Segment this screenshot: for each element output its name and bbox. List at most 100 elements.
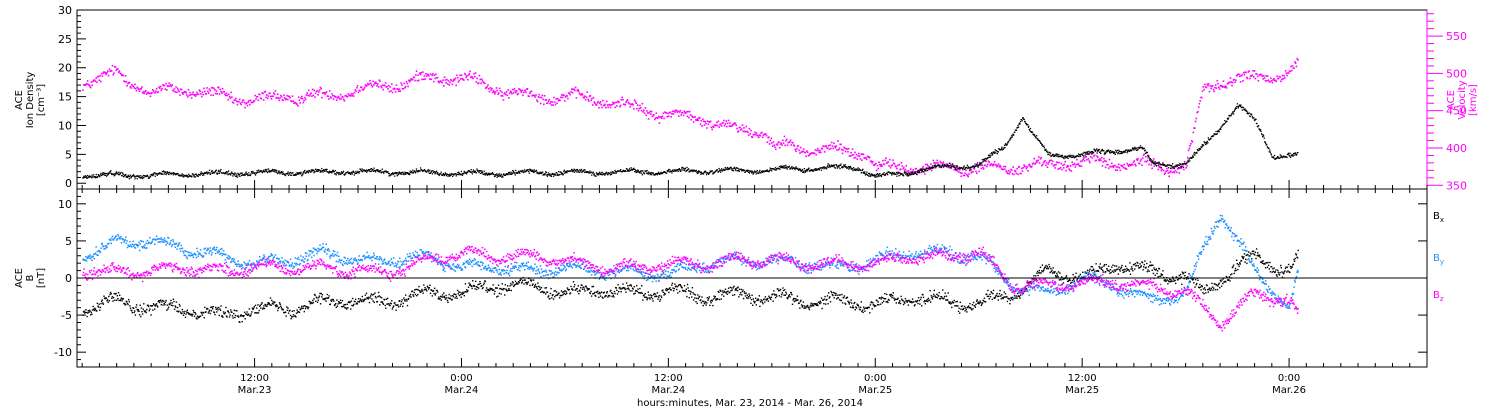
velocity-series-point	[968, 173, 970, 175]
bx-series-point	[261, 302, 263, 304]
density-series-point	[128, 178, 130, 180]
density-series-point	[535, 169, 538, 172]
velocity-series-point	[986, 165, 988, 168]
velocity-series-point	[589, 94, 592, 97]
bx-series-point	[178, 310, 180, 312]
density-series-point	[442, 173, 444, 175]
velocity-series-point	[889, 166, 892, 169]
bx-series-point	[475, 286, 477, 288]
velocity-series-point	[650, 113, 652, 115]
density-series-point	[299, 173, 301, 175]
velocity-series-point	[828, 148, 831, 151]
density-series-point	[529, 169, 531, 172]
velocity-series-point	[463, 72, 466, 75]
bx-series-point	[476, 288, 478, 291]
density-series-point	[136, 178, 138, 180]
velocity-series-point	[1018, 165, 1021, 168]
bx-series-point	[144, 310, 147, 312]
bx-series-point	[467, 286, 470, 288]
density-series-point	[1040, 142, 1042, 145]
density-series-point	[539, 171, 541, 173]
density-series-point	[244, 173, 246, 175]
velocity-series-point	[872, 160, 874, 163]
velocity-series-point	[1212, 88, 1215, 91]
velocity-series-point	[543, 103, 545, 106]
velocity-series-point	[341, 95, 343, 98]
velocity-series-point	[435, 73, 437, 76]
density-series-point	[1167, 167, 1170, 169]
density-series-point	[403, 173, 405, 176]
velocity-series-point	[479, 78, 481, 81]
bx-series-point	[110, 293, 112, 295]
density-series-point	[392, 172, 394, 174]
density-series-point	[478, 171, 480, 174]
bx-series-point	[464, 283, 467, 285]
bx-series-point	[533, 286, 535, 288]
density-tick-label: 5	[65, 148, 72, 161]
velocity-series-point	[346, 95, 349, 98]
velocity-series-point	[118, 70, 121, 72]
density-series-point	[699, 171, 701, 173]
density-series-point	[301, 175, 303, 177]
density-series-point	[838, 166, 840, 168]
bx-series-point	[317, 299, 319, 301]
bx-series-point	[100, 302, 102, 305]
density-series-point	[206, 171, 208, 173]
velocity-series-point	[534, 96, 537, 98]
bx-series-point	[319, 292, 321, 295]
density-series-point	[368, 169, 370, 171]
density-series-point	[704, 170, 707, 172]
bx-series-point	[121, 300, 123, 302]
density-series-point	[1162, 163, 1164, 165]
velocity-series-point	[779, 143, 782, 145]
bx-series-point	[161, 299, 164, 302]
density-series-point	[118, 173, 121, 176]
density-series-point	[1087, 152, 1089, 154]
bx-series-point	[651, 294, 653, 297]
velocity-series-point	[965, 169, 967, 172]
density-series-point	[1117, 153, 1119, 155]
density-series-point	[470, 169, 472, 171]
velocity-series-point	[422, 71, 424, 73]
velocity-series-point	[945, 164, 948, 166]
density-series-point	[388, 175, 390, 177]
density-series-point	[499, 175, 501, 177]
velocity-series-point	[1178, 172, 1181, 174]
bx-series-point	[365, 298, 367, 300]
density-series-point	[396, 173, 398, 175]
bx-series-point	[466, 289, 468, 291]
density-series-point	[1131, 148, 1133, 150]
density-series-point	[428, 171, 430, 173]
density-series-point	[573, 168, 575, 170]
velocity-series-point	[274, 90, 277, 92]
velocity-series-point	[605, 100, 608, 103]
density-series-point	[104, 172, 106, 174]
bx-series-point	[339, 299, 342, 301]
density-series-point	[1239, 105, 1242, 108]
velocity-series-point	[833, 142, 835, 145]
density-series-point	[434, 172, 437, 174]
density-series-point	[1203, 144, 1205, 146]
velocity-series-point	[384, 82, 387, 84]
velocity-series-point	[934, 167, 937, 169]
velocity-series-point	[512, 88, 514, 91]
density-series-point	[973, 165, 975, 167]
density-series-point	[261, 170, 263, 172]
velocity-series-point	[681, 112, 683, 114]
bx-series-point	[337, 303, 339, 305]
bx-series-point	[356, 303, 359, 305]
density-series-point	[469, 170, 471, 172]
velocity-series-point	[957, 168, 959, 171]
density-series-point	[277, 172, 279, 175]
density-series-point	[1124, 151, 1126, 154]
velocity-series-point	[207, 92, 210, 94]
density-series-point	[294, 173, 297, 175]
density-series-point	[896, 173, 899, 175]
density-series-point	[203, 174, 205, 176]
velocity-series-point	[1000, 166, 1002, 168]
bx-series-point	[152, 303, 155, 305]
velocity-series-point	[883, 163, 886, 166]
density-series-point	[751, 172, 753, 174]
density-series-point	[1029, 127, 1032, 130]
bx-series-point	[109, 291, 112, 294]
